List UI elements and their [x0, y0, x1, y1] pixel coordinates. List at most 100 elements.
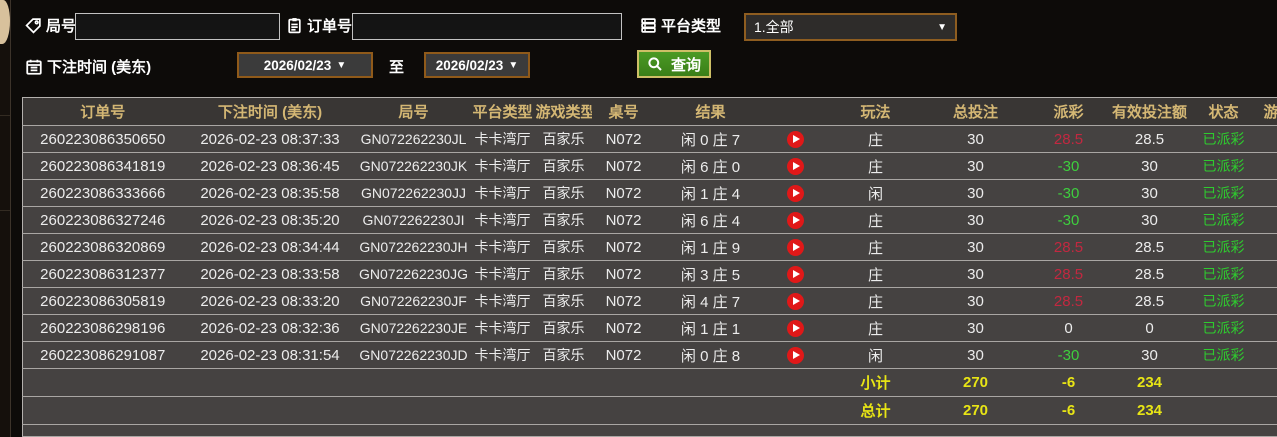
search-icon	[647, 56, 663, 72]
cell-payout: 28.5	[1025, 287, 1112, 315]
platform-type-selected-value: 1.全部	[754, 19, 794, 35]
play-replay-button[interactable]	[787, 265, 804, 283]
cell-total-bet: 30	[925, 341, 1026, 369]
cell-order-no: 260223086350650	[22, 125, 183, 153]
table-row: 260223086305819 2026-02-23 08:33:20 GN07…	[22, 287, 1277, 315]
cell-replay	[765, 314, 826, 342]
table-row: 260223086350650 2026-02-23 08:37:33 GN07…	[22, 125, 1277, 153]
cell-payout: 28.5	[1025, 233, 1112, 261]
cell-order-no: 260223086327246	[22, 206, 183, 234]
cell-replay	[765, 233, 826, 261]
cell-play-type: 庄	[825, 287, 926, 315]
cell-extra	[1259, 314, 1277, 342]
cell-status: 已派彩	[1187, 314, 1260, 342]
cell-result: 闲 0 庄 7	[655, 125, 766, 153]
cell-valid-bet: 30	[1111, 341, 1188, 369]
cell-order-no: 260223086312377	[22, 260, 183, 288]
column-header: 桌号	[591, 97, 656, 126]
cell-replay	[765, 341, 826, 369]
cell-bet-time: 2026-02-23 08:34:44	[182, 233, 358, 261]
platform-type-select[interactable]: 1.全部 ▼	[744, 13, 957, 41]
cell-play-type: 庄	[825, 152, 926, 180]
chevron-down-icon: ▼	[336, 59, 347, 71]
cell-status: 已派彩	[1187, 125, 1260, 153]
query-button[interactable]: 查询	[637, 50, 712, 78]
empty-row	[22, 424, 1277, 437]
cell-payout: 28.5	[1025, 125, 1112, 153]
cell-play-type: 庄	[825, 314, 926, 342]
date-to-picker[interactable]: 2026/02/23 ▼	[424, 52, 530, 78]
cell-bet-time: 2026-02-23 08:33:58	[182, 260, 358, 288]
cell-total-bet: 30	[925, 314, 1026, 342]
total-label: 总计	[825, 396, 926, 425]
column-header: 状态	[1187, 97, 1260, 126]
cell-order-no: 260223086341819	[22, 152, 183, 180]
round-no-filter-label: 局号	[25, 15, 76, 36]
bet-records-table: 订单号 下注时间 (美东) 局号 平台类型 游戏类型 桌号 结果 玩法 总投注 派彩 有效投注额 状态…	[22, 97, 1277, 437]
cell-result: 闲 3 庄 5	[655, 260, 766, 288]
play-replay-button[interactable]	[787, 346, 804, 364]
cell-game-type: 百家乐	[535, 152, 592, 180]
cell-total-bet: 30	[925, 233, 1026, 261]
round-no-input[interactable]	[75, 13, 280, 40]
cell-valid-bet: 28.5	[1111, 233, 1188, 261]
play-replay-button[interactable]	[787, 211, 804, 229]
cell-payout: -30	[1025, 152, 1112, 180]
cell-table-no: N072	[591, 260, 656, 288]
cell-play-type: 闲	[825, 341, 926, 369]
column-header: 有效投注额	[1111, 97, 1188, 126]
cell-bet-time: 2026-02-23 08:35:20	[182, 206, 358, 234]
cell-result: 闲 6 庄 0	[655, 152, 766, 180]
cell-payout: -30	[1025, 341, 1112, 369]
cell-result: 闲 1 庄 9	[655, 233, 766, 261]
cell-result: 闲 6 庄 4	[655, 206, 766, 234]
cell-game-type: 百家乐	[535, 233, 592, 261]
cell-total-bet: 30	[925, 260, 1026, 288]
cell-replay	[765, 179, 826, 207]
date-from-picker[interactable]: 2026/02/23 ▼	[237, 52, 373, 78]
cell-result: 闲 0 庄 8	[655, 341, 766, 369]
column-header: 游	[1259, 97, 1277, 126]
play-replay-button[interactable]	[787, 157, 804, 175]
cell-valid-bet: 30	[1111, 206, 1188, 234]
cell-result: 闲 4 庄 7	[655, 287, 766, 315]
date-range-to-label: 至	[389, 59, 405, 76]
cell-status: 已派彩	[1187, 206, 1260, 234]
column-header: 总投注	[925, 97, 1026, 126]
order-no-input[interactable]	[352, 13, 622, 40]
cell-round-no: GN072262230JH	[357, 233, 470, 261]
cell-table-no: N072	[591, 179, 656, 207]
cell-payout: 28.5	[1025, 260, 1112, 288]
cell-table-no: N072	[591, 152, 656, 180]
cell-order-no: 260223086298196	[22, 314, 183, 342]
cell-valid-bet: 30	[1111, 179, 1188, 207]
cell-platform: 卡卡湾厅	[469, 314, 536, 342]
cell-table-no: N072	[591, 206, 656, 234]
tag-icon	[25, 17, 42, 34]
cell-table-no: N072	[591, 125, 656, 153]
cell-order-no: 260223086291087	[22, 341, 183, 369]
cell-extra	[1259, 287, 1277, 315]
subtotal-label: 小计	[825, 368, 926, 397]
cell-extra	[1259, 206, 1277, 234]
play-replay-button[interactable]	[787, 238, 804, 256]
play-replay-button[interactable]	[787, 292, 804, 310]
cell-platform: 卡卡湾厅	[469, 233, 536, 261]
calendar-icon	[25, 58, 43, 76]
platform-type-filter-label: 平台类型	[640, 15, 721, 36]
cell-game-type: 百家乐	[535, 179, 592, 207]
subtotal-total-bet: 270	[925, 368, 1026, 397]
play-replay-button[interactable]	[787, 319, 804, 337]
cell-extra	[1259, 179, 1277, 207]
cell-valid-bet: 0	[1111, 314, 1188, 342]
cell-table-no: N072	[591, 233, 656, 261]
play-replay-button[interactable]	[787, 184, 804, 202]
play-replay-button[interactable]	[787, 130, 804, 148]
cell-total-bet: 30	[925, 152, 1026, 180]
grand-total-row: 总计 270 -6 234	[22, 396, 1277, 425]
cell-bet-time: 2026-02-23 08:32:36	[182, 314, 358, 342]
cell-game-type: 百家乐	[535, 341, 592, 369]
cell-play-type: 庄	[825, 125, 926, 153]
cell-game-type: 百家乐	[535, 125, 592, 153]
chevron-down-icon: ▼	[937, 21, 947, 33]
